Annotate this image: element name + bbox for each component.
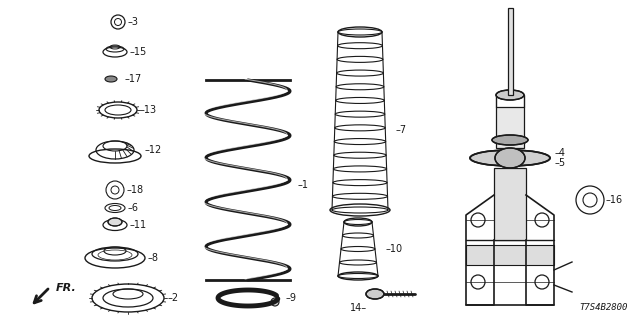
Bar [466, 245, 554, 265]
Text: –4: –4 [555, 148, 566, 158]
Bar [496, 107, 524, 148]
Text: –2: –2 [168, 293, 179, 303]
Text: –13: –13 [140, 105, 157, 115]
Text: –3: –3 [128, 17, 139, 27]
Text: –17: –17 [125, 74, 142, 84]
Text: –10: –10 [386, 244, 403, 254]
Text: –5: –5 [555, 158, 566, 168]
Text: –11: –11 [130, 220, 147, 230]
Ellipse shape [366, 289, 384, 299]
Text: 14–: 14– [350, 303, 367, 313]
Text: –16: –16 [606, 195, 623, 205]
Text: –12: –12 [145, 145, 163, 155]
Text: –8: –8 [148, 253, 159, 263]
Text: –15: –15 [130, 47, 147, 57]
Ellipse shape [492, 135, 528, 145]
Ellipse shape [108, 218, 122, 226]
Ellipse shape [105, 76, 117, 82]
Text: –7: –7 [396, 125, 407, 135]
Text: –6: –6 [128, 203, 139, 213]
Text: T7S4B2800: T7S4B2800 [580, 303, 628, 312]
Circle shape [271, 298, 279, 306]
Ellipse shape [495, 148, 525, 168]
Bar [508, 8, 513, 95]
Ellipse shape [470, 150, 550, 166]
Bar [494, 168, 526, 240]
Ellipse shape [496, 90, 524, 100]
Text: –18: –18 [127, 185, 144, 195]
Text: FR.: FR. [56, 283, 77, 293]
Text: –1: –1 [298, 180, 309, 190]
Text: –9: –9 [286, 293, 297, 303]
